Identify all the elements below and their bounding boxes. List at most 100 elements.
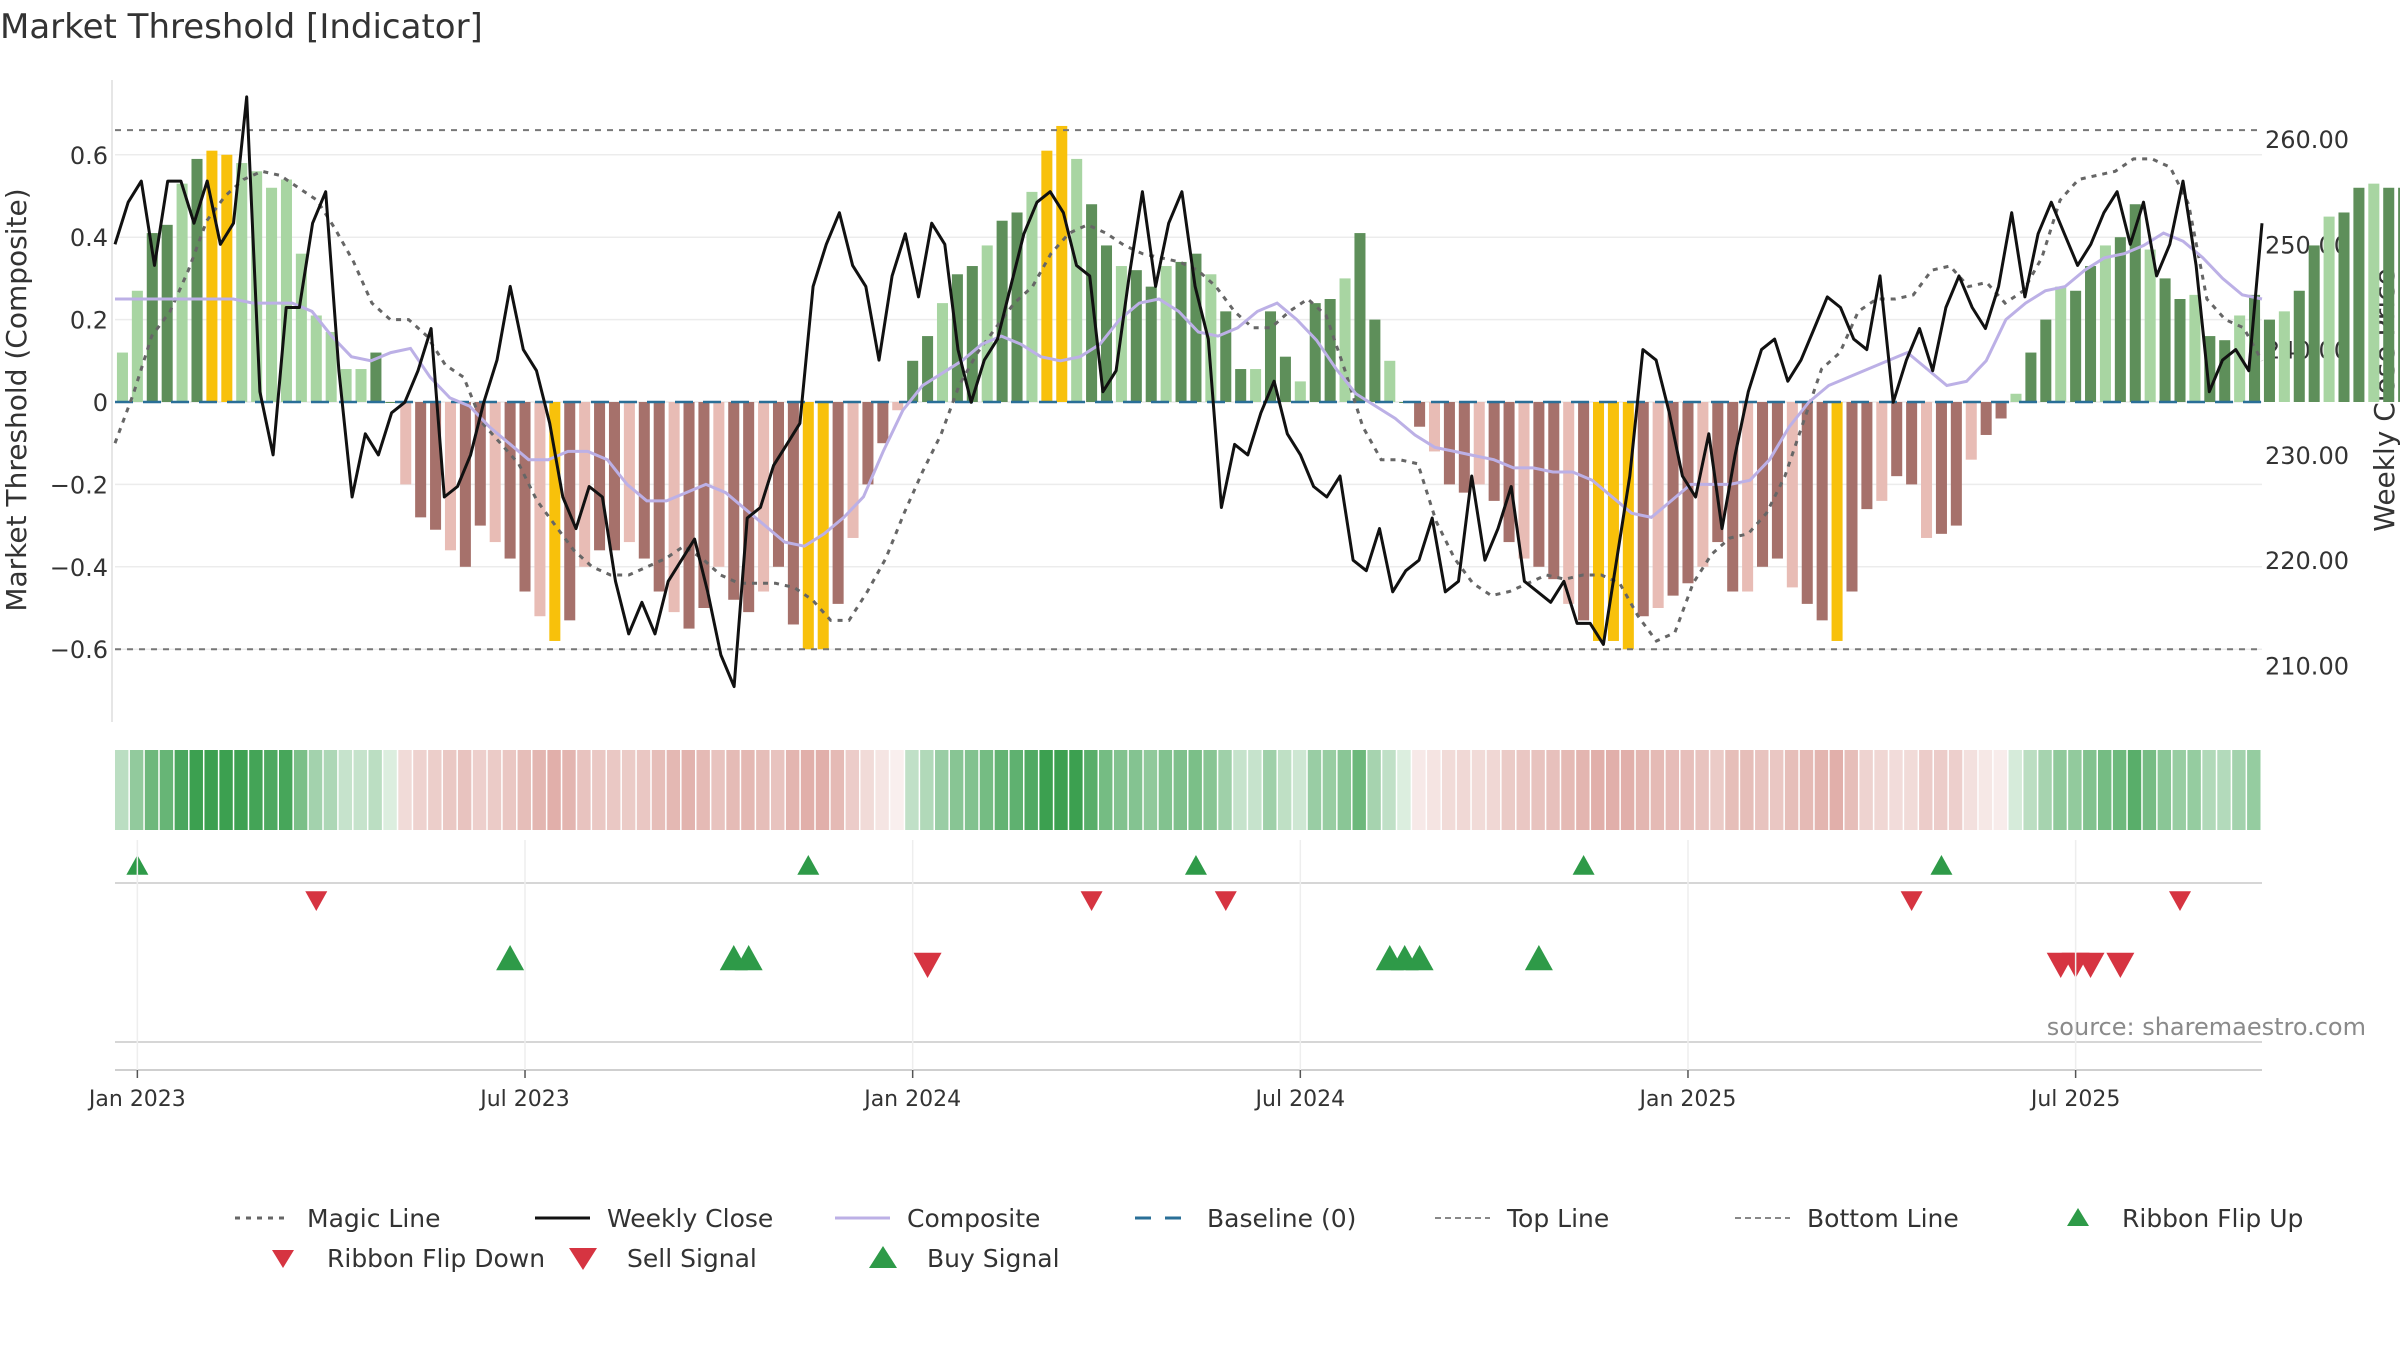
ribbon-cell xyxy=(1859,750,1873,830)
composite-bar xyxy=(1548,402,1560,580)
composite-bar xyxy=(608,402,620,551)
ribbon-cell xyxy=(1680,750,1694,830)
composite-bar xyxy=(1578,402,1590,621)
composite-bar xyxy=(1369,319,1381,402)
composite-bar xyxy=(847,402,859,538)
ribbon-cell xyxy=(621,750,636,830)
ribbon-cell xyxy=(577,750,591,830)
ribbon-cell xyxy=(1769,750,1784,830)
ribbon-cell xyxy=(219,750,233,830)
composite-bar xyxy=(1503,402,1515,543)
ribbon-cell xyxy=(1740,750,1754,830)
ribbon-cell xyxy=(1516,750,1530,830)
composite-bar xyxy=(1160,266,1172,402)
legend-label: Top Line xyxy=(1506,1204,1609,1233)
ribbon-cell xyxy=(1531,750,1545,830)
ribbon-cell xyxy=(1591,750,1605,830)
composite-bar xyxy=(534,402,546,617)
ribbon-cell xyxy=(204,750,218,830)
composite-bar xyxy=(1071,158,1083,402)
ribbon-cell xyxy=(830,750,845,830)
composite-bar xyxy=(802,402,814,650)
ribbon-cell xyxy=(1904,750,1918,830)
composite-bar xyxy=(787,402,799,625)
ribbon-cell xyxy=(994,750,1009,830)
legend-item-magic: Magic Line xyxy=(235,1204,441,1233)
y-tick-label-left: −0.2 xyxy=(50,471,108,499)
ribbon-cell xyxy=(308,750,323,830)
composite-bar xyxy=(1637,402,1649,617)
composite-bar xyxy=(415,402,427,518)
composite-bar xyxy=(1771,402,1783,559)
ribbon-cell xyxy=(2172,750,2186,830)
ribbon-cell xyxy=(875,750,889,830)
ribbon-cell xyxy=(1099,750,1113,830)
legend-swatch xyxy=(869,1246,897,1268)
composite-bar xyxy=(2219,340,2231,402)
composite-bar xyxy=(340,369,352,402)
composite-bar xyxy=(1831,402,1843,641)
composite-bar xyxy=(2293,290,2305,402)
legend-label: Ribbon Flip Down xyxy=(327,1244,545,1273)
composite-bar xyxy=(713,402,725,567)
ribbon xyxy=(115,750,2261,830)
ribbon-cell xyxy=(607,750,621,830)
legend-swatch xyxy=(2067,1208,2089,1226)
legend-swatch xyxy=(272,1250,294,1268)
ribbon-cell xyxy=(2112,750,2127,830)
ribbon-cell xyxy=(115,750,129,830)
composite-bar xyxy=(862,402,874,485)
ribbon-cell xyxy=(2127,750,2142,830)
composite-bar xyxy=(400,402,412,485)
ribbon-cell xyxy=(1650,750,1665,830)
legend-item-flipdown: Ribbon Flip Down xyxy=(272,1244,545,1273)
ribbon-cell xyxy=(2157,750,2172,830)
ribbon-cell xyxy=(159,750,174,830)
composite-bar xyxy=(2055,286,2067,402)
legend-label: Magic Line xyxy=(307,1204,441,1233)
y-tick-label-right: 240.00 xyxy=(2265,337,2349,365)
ribbon-cell xyxy=(1441,750,1456,830)
ribbon-cell xyxy=(1829,750,1844,830)
y-axis-left-label: Market Threshold (Composite) xyxy=(0,188,33,611)
composite-bar xyxy=(519,402,531,592)
ribbon-cell xyxy=(1784,750,1799,830)
composite-bar xyxy=(146,233,158,402)
composite-bar xyxy=(1935,402,1947,534)
ribbon-cell xyxy=(1009,750,1023,830)
composite-bar xyxy=(1950,402,1962,526)
legend-label: Baseline (0) xyxy=(1207,1204,1356,1233)
ribbon-cell xyxy=(1367,750,1381,830)
composite-bar xyxy=(2099,245,2111,402)
y-tick-label-left: −0.6 xyxy=(50,636,108,664)
buy-signal-marker xyxy=(496,945,525,971)
composite-bar xyxy=(459,402,471,567)
composite-bar xyxy=(594,402,606,551)
composite-bar xyxy=(1488,402,1500,501)
legend-label: Bottom Line xyxy=(1807,1204,1959,1233)
legend-item-close: Weekly Close xyxy=(535,1204,773,1233)
ribbon-cell xyxy=(2068,750,2082,830)
ribbon-cell xyxy=(1292,750,1307,830)
ribbon-cell xyxy=(1084,750,1098,830)
ribbon-cell xyxy=(2008,750,2022,830)
x-tick-label: Jan 2024 xyxy=(862,1087,961,1112)
composite-bar xyxy=(2129,204,2141,402)
magic-line xyxy=(113,157,2264,643)
composite-bar xyxy=(2383,187,2395,402)
composite-bar xyxy=(1026,191,1038,402)
y-tick-label-left: 0.6 xyxy=(70,142,108,170)
composite-bar xyxy=(1891,402,1903,477)
y-tick-label-left: 0.4 xyxy=(70,224,108,252)
ribbon-cell xyxy=(1755,750,1769,830)
composite-bar xyxy=(206,150,218,402)
ribbon-cell xyxy=(741,750,755,830)
composite-bar xyxy=(1682,402,1694,584)
composite-bar xyxy=(1593,402,1605,641)
composite-bar xyxy=(1607,402,1619,641)
ribbon-cell xyxy=(353,750,367,830)
ribbon-cell xyxy=(949,750,964,830)
composite-bar xyxy=(1309,303,1321,402)
composite-bar xyxy=(1443,402,1455,485)
ribbon-cell xyxy=(2187,750,2201,830)
